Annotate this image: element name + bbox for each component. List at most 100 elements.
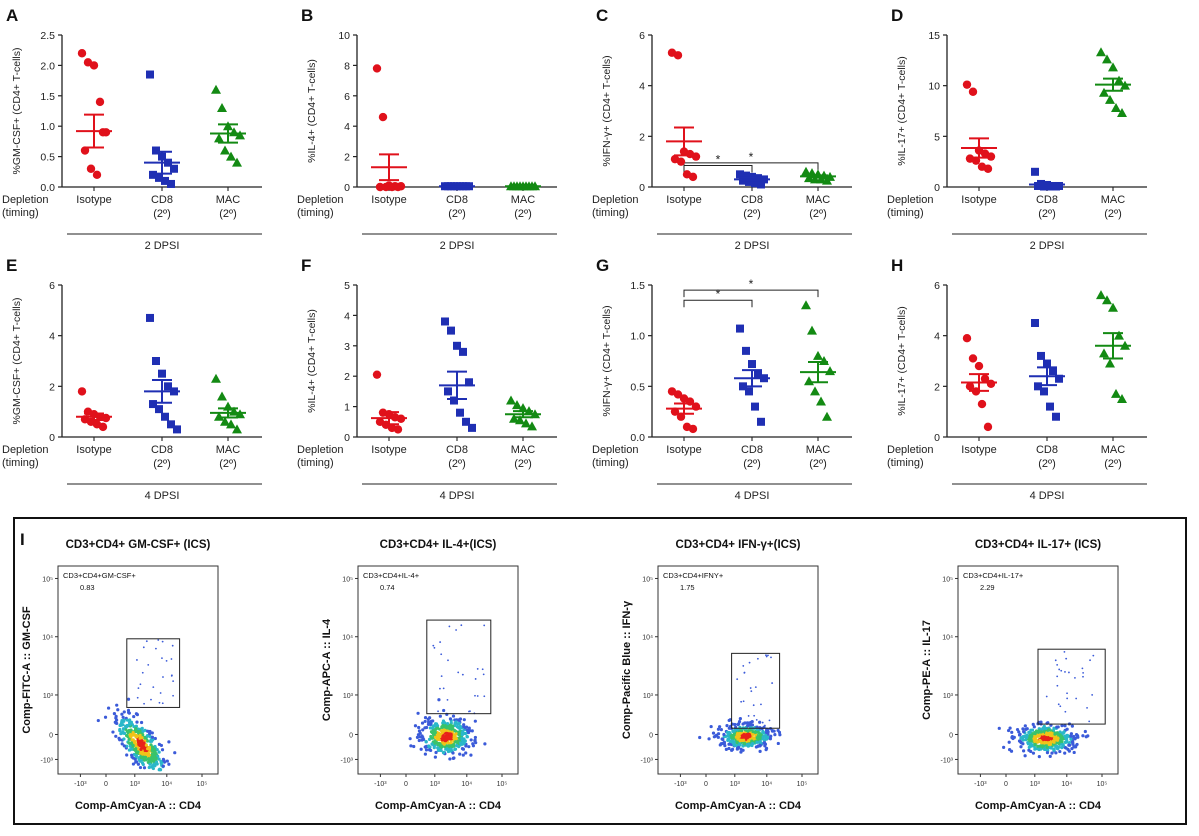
event-dot: [1047, 737, 1051, 742]
flow-density-cloud: [96, 639, 177, 772]
event-dot: [1061, 743, 1065, 747]
event-dot: [730, 739, 734, 743]
event-dot: [1069, 732, 1074, 736]
category-sublabel: (2º): [448, 208, 465, 220]
y-tick-label: 0: [934, 182, 940, 194]
series-isotype: [76, 49, 112, 180]
data-point: [962, 80, 972, 89]
data-point: [77, 387, 87, 396]
event-dot: [483, 695, 486, 698]
category-label: MAC: [216, 444, 241, 456]
category-sublabel: (2º): [514, 458, 531, 470]
y-tick-label: 4: [344, 310, 350, 322]
event-dot: [740, 700, 743, 703]
depletion-label: Depletion: [2, 444, 48, 456]
data-point: [736, 324, 744, 333]
flow-x-tick-label: -10³: [374, 781, 387, 788]
data-point: [173, 425, 181, 434]
y-tick-label: 5: [934, 131, 940, 143]
event-dot: [473, 735, 477, 740]
event-dot: [1074, 677, 1076, 679]
data-point: [155, 173, 163, 182]
event-dot: [434, 722, 438, 726]
event-dot: [171, 644, 174, 647]
flow-x-tick-label: 10⁴: [761, 781, 772, 788]
flow-y-tick-label: 10³: [943, 693, 954, 700]
event-dot: [141, 762, 145, 767]
event-dot: [749, 687, 752, 689]
data-point: [92, 170, 102, 180]
data-point: [1108, 302, 1118, 312]
event-dot: [765, 654, 767, 657]
gate-name: CD3+CD4+IL-4+: [363, 571, 420, 580]
event-dot: [1018, 732, 1022, 736]
event-dot: [134, 760, 138, 764]
event-dot: [138, 733, 142, 737]
event-dot: [767, 654, 769, 657]
flow-x-tick-label: 10⁵: [497, 781, 508, 788]
series-cd8: [439, 182, 475, 191]
event-dot: [464, 751, 468, 755]
data-point: [372, 370, 382, 379]
event-dot: [1092, 654, 1095, 657]
event-dot: [142, 766, 147, 770]
event-dot: [128, 718, 132, 722]
series-isotype: [371, 370, 407, 434]
event-dot: [146, 757, 151, 761]
data-point: [235, 130, 245, 140]
event-dot: [116, 708, 120, 712]
event-dot: [778, 733, 782, 737]
flow-panel-2: CD3+CD4+ IL-4+(ICS) CD3+CD4+IL-4+ 0.74 10⁵ 1…: [321, 539, 519, 812]
event-dot: [141, 752, 145, 756]
event-dot: [707, 737, 711, 741]
event-dot: [133, 744, 138, 748]
event-dot: [134, 712, 139, 716]
data-point: [456, 408, 464, 417]
depletion-timing-label: (timing): [887, 457, 924, 469]
data-point: [1108, 62, 1118, 72]
event-dot: [417, 725, 421, 730]
group-label: 4 DPSI: [145, 490, 180, 502]
event-dot: [747, 733, 752, 737]
data-point: [217, 102, 227, 112]
data-point: [736, 170, 744, 179]
data-point: [977, 399, 987, 409]
event-dot: [1048, 733, 1052, 737]
event-dot: [1052, 736, 1057, 740]
depletion-label: Depletion: [887, 194, 933, 206]
event-dot: [1084, 735, 1088, 739]
flow-y-axis-label: Comp-PE-A :: IL-17: [921, 620, 933, 720]
data-point: [983, 164, 993, 173]
event-dot: [434, 750, 438, 755]
event-dot: [439, 732, 443, 736]
event-dot: [764, 728, 769, 733]
event-dot: [127, 737, 131, 741]
flow-x-tick-label: -10³: [974, 781, 987, 788]
event-dot: [453, 733, 457, 737]
event-dot: [461, 673, 464, 676]
event-dot: [412, 744, 416, 749]
event-dot: [752, 737, 756, 741]
event-dot: [1032, 725, 1036, 729]
y-tick-label: 4: [639, 81, 645, 93]
event-dot: [1002, 745, 1006, 749]
event-dot: [103, 715, 108, 719]
flow-x-tick-label: 0: [104, 781, 108, 788]
data-point: [1031, 167, 1039, 176]
event-dot: [150, 748, 154, 753]
significance-bracket: *: [683, 150, 819, 170]
data-point: [688, 424, 698, 434]
data-point: [447, 326, 455, 335]
event-dot: [1069, 737, 1073, 741]
event-dot: [997, 726, 1001, 730]
category-sublabel: (2º): [809, 458, 826, 470]
data-point: [1043, 359, 1051, 368]
flow-y-tick-label: 0: [649, 732, 653, 739]
event-dot: [1032, 734, 1037, 739]
data-point: [387, 182, 397, 192]
data-point: [468, 423, 476, 432]
event-dot: [1006, 728, 1011, 733]
event-dot: [1037, 754, 1041, 759]
category-label: Isotype: [371, 444, 406, 456]
data-point: [521, 418, 531, 428]
